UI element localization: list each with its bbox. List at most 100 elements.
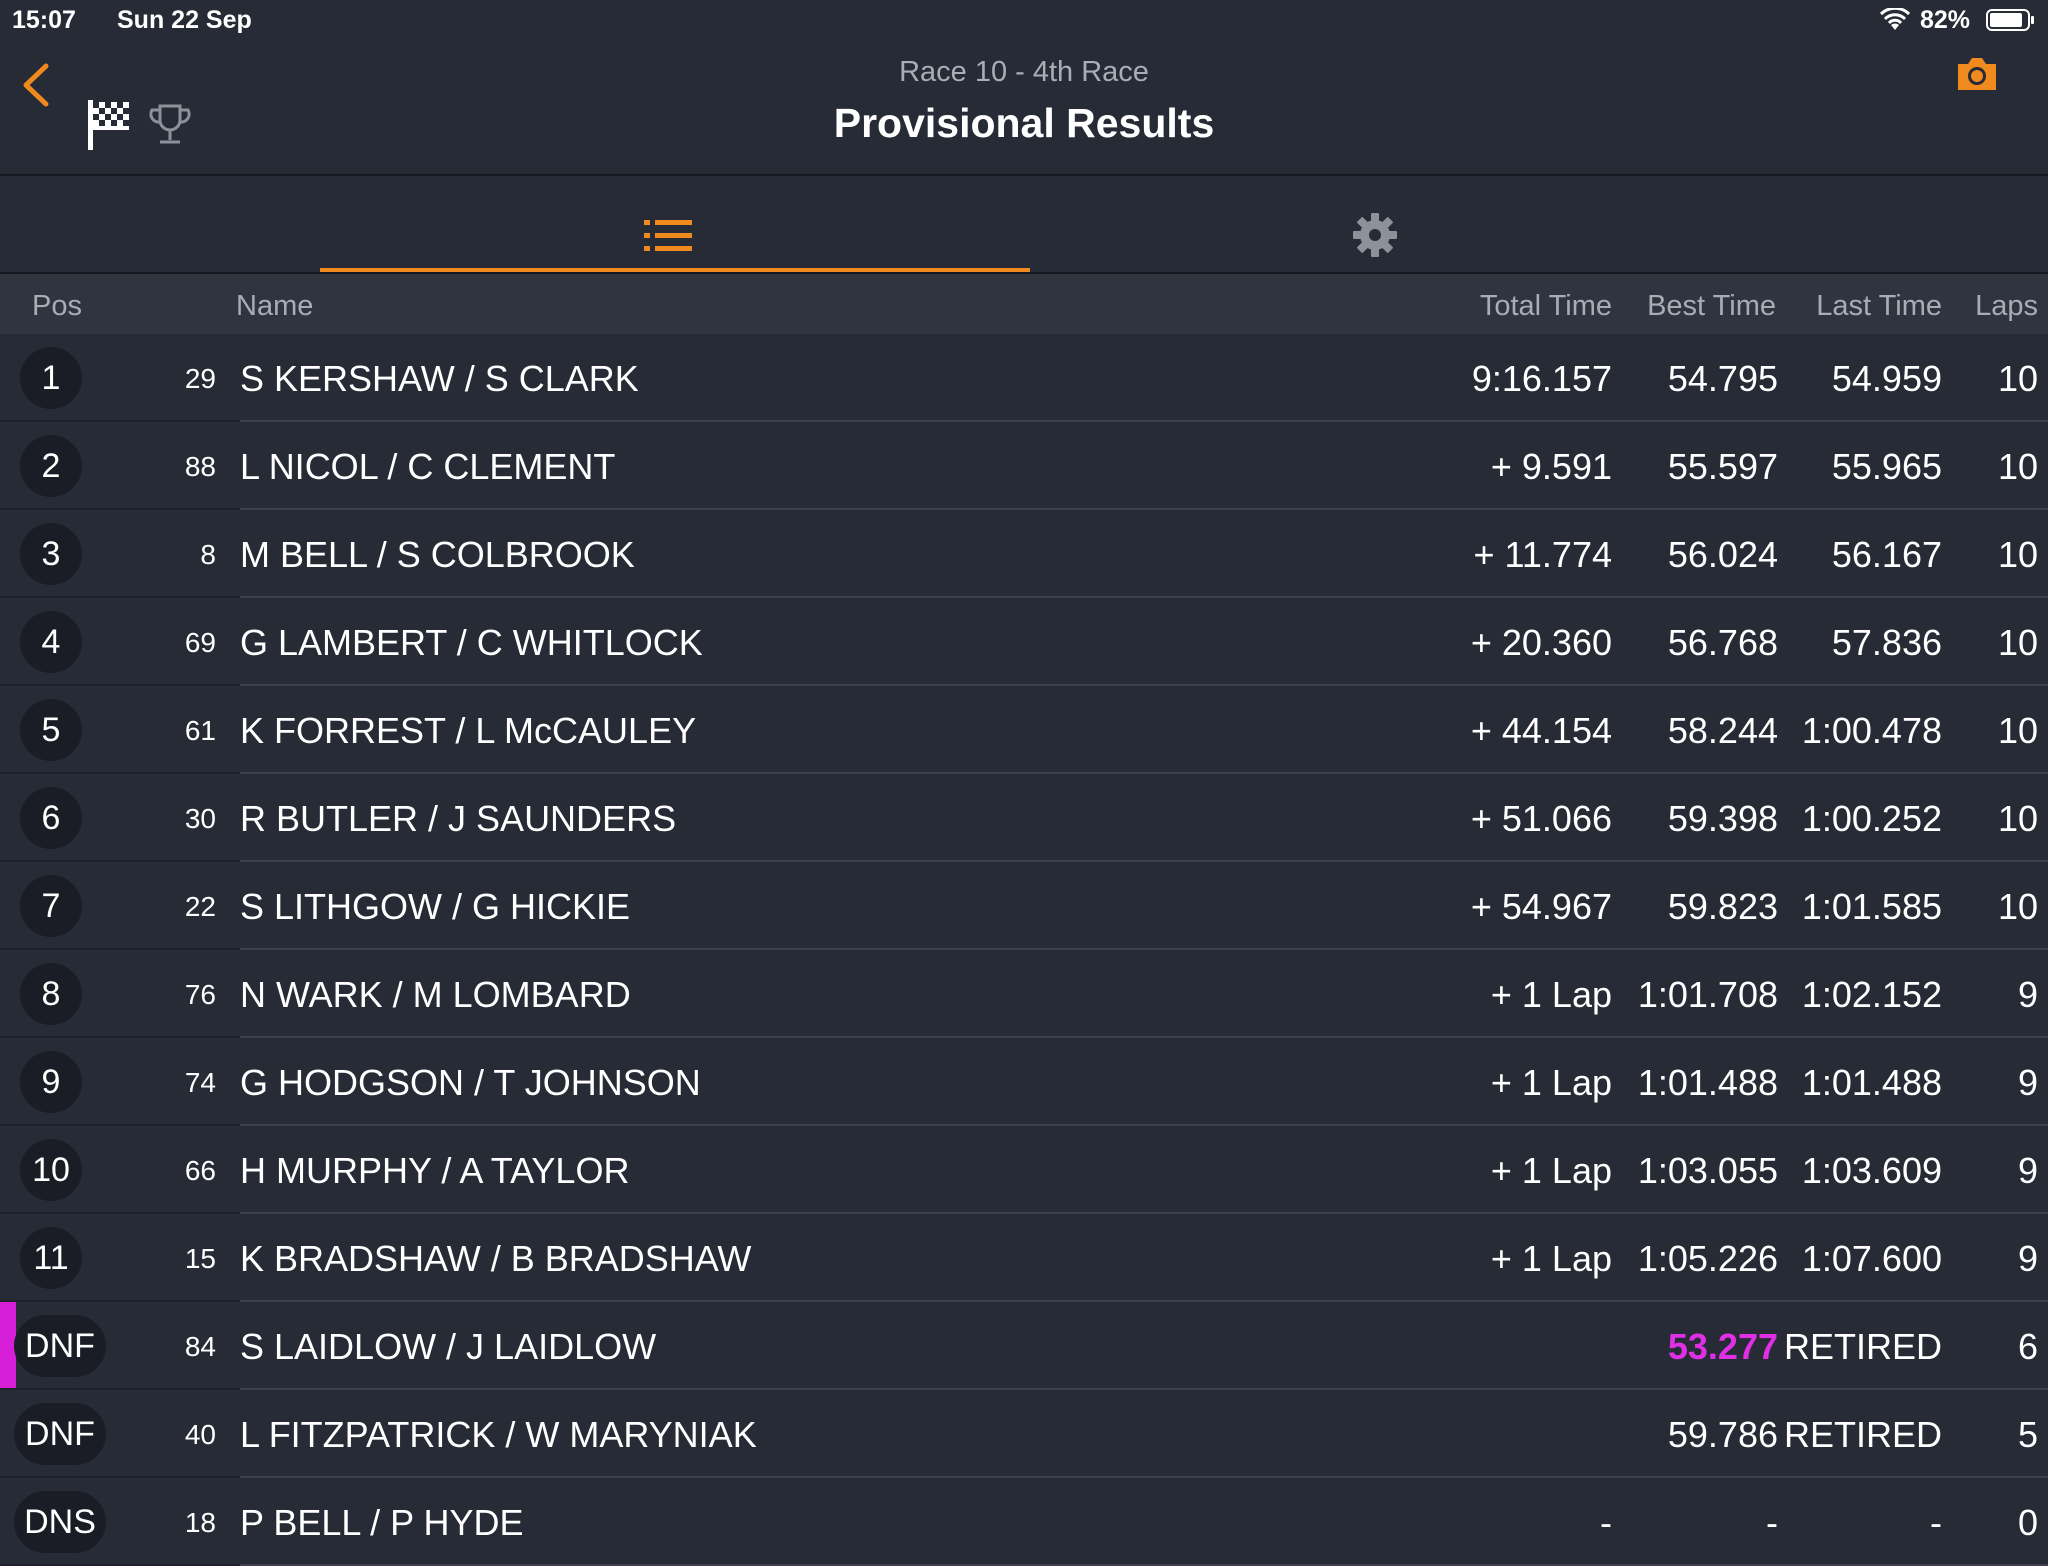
col-last-time[interactable]: Last Time — [1816, 290, 1942, 322]
total-time: + 20.360 — [1470, 622, 1612, 663]
driver-names: N WARK / M LOMBARD — [240, 974, 631, 1015]
laps-count: 10 — [1997, 798, 2038, 839]
result-row[interactable]: 1 29 S KERSHAW / S CLARK 9:16.157 54.795 54.9… — [0, 334, 2048, 422]
col-name[interactable]: Name — [236, 290, 314, 322]
row-divider — [240, 1300, 2048, 1302]
car-number: 18 — [184, 1507, 216, 1538]
column-header: Pos Name Total Time Best Time Last Time … — [0, 274, 2048, 334]
total-time: + 9.591 — [1490, 446, 1612, 487]
position-badge: 1 — [20, 347, 82, 409]
row-divider — [240, 1388, 2048, 1390]
battery-icon — [1986, 9, 2034, 31]
col-pos[interactable]: Pos — [32, 290, 82, 322]
laps-count: 10 — [1997, 886, 2038, 927]
position-badge: DNF — [14, 1315, 106, 1377]
row-divider-left — [0, 772, 240, 774]
col-total-time[interactable]: Total Time — [1479, 290, 1612, 322]
status-time: 15:07 — [12, 6, 76, 34]
laps-count: 5 — [2017, 1414, 2038, 1455]
tab-results-list[interactable] — [320, 176, 1030, 272]
checkered-flag-icon[interactable] — [86, 98, 132, 152]
row-divider-left — [0, 1212, 240, 1214]
car-number: 88 — [184, 451, 216, 482]
laps-count: 9 — [2017, 974, 2038, 1015]
position-badge: 4 — [20, 611, 82, 673]
nav-bar: Race 10 - 4th Race Provisional Results — [0, 40, 2048, 176]
last-time: 56.167 — [1831, 534, 1942, 575]
row-divider-left — [0, 508, 240, 510]
wifi-icon — [1880, 8, 1910, 30]
total-time: + 1 Lap — [1490, 974, 1612, 1015]
driver-names: L FITZPATRICK / W MARYNIAK — [240, 1414, 757, 1455]
position-badge: 5 — [20, 699, 82, 761]
laps-count: 9 — [2017, 1062, 2038, 1103]
row-divider — [240, 1212, 2048, 1214]
driver-names: S LITHGOW / G HICKIE — [240, 886, 631, 927]
last-time: 57.836 — [1831, 622, 1942, 663]
position-badge: 9 — [20, 1051, 82, 1113]
best-time: 56.024 — [1667, 534, 1778, 575]
best-time: 1:03.055 — [1637, 1150, 1778, 1191]
col-laps[interactable]: Laps — [1975, 290, 2038, 322]
best-time: 55.597 — [1667, 446, 1778, 487]
results-list: 1 29 S KERSHAW / S CLARK 9:16.157 54.795 54.9… — [0, 334, 2048, 1566]
driver-names: P BELL / P HYDE — [240, 1502, 524, 1543]
result-row[interactable]: 11 15 K BRADSHAW / B BRADSHAW + 1 Lap 1:05.2… — [0, 1214, 2048, 1302]
best-time: - — [1766, 1502, 1778, 1543]
driver-names: K BRADSHAW / B BRADSHAW — [240, 1238, 752, 1279]
last-time: 1:01.488 — [1801, 1062, 1942, 1103]
row-divider — [240, 1476, 2048, 1478]
driver-names: L NICOL / C CLEMENT — [240, 446, 616, 487]
position-badge: 3 — [20, 523, 82, 585]
result-row[interactable]: 10 66 H MURPHY / A TAYLOR + 1 Lap 1:03.055 1:… — [0, 1126, 2048, 1214]
total-time: + 1 Lap — [1490, 1062, 1612, 1103]
result-row[interactable]: DNF 40 L FITZPATRICK / W MARYNIAK 59.786 RET… — [0, 1390, 2048, 1478]
row-divider — [240, 596, 2048, 598]
row-divider-left — [0, 596, 240, 598]
car-number: 61 — [184, 715, 216, 746]
driver-names: R BUTLER / J SAUNDERS — [240, 798, 677, 839]
row-divider — [240, 420, 2048, 422]
total-time: - — [1600, 1502, 1612, 1543]
driver-names: H MURPHY / A TAYLOR — [240, 1150, 630, 1191]
row-divider-left — [0, 684, 240, 686]
result-row[interactable]: DNF 84 S LAIDLOW / J LAIDLOW 53.277 RETIRED 6 — [0, 1302, 2048, 1390]
result-row[interactable]: 9 74 G HODGSON / T JOHNSON + 1 Lap 1:01.488 1… — [0, 1038, 2048, 1126]
laps-count: 6 — [2017, 1326, 2038, 1367]
result-row[interactable]: 4 69 G LAMBERT / C WHITLOCK + 20.360 56.768 5… — [0, 598, 2048, 686]
result-row[interactable]: 2 88 L NICOL / C CLEMENT + 9.591 55.597 55.96… — [0, 422, 2048, 510]
last-time: 1:02.152 — [1801, 974, 1942, 1015]
laps-count: 9 — [2017, 1238, 2038, 1279]
result-row[interactable]: 6 30 R BUTLER / J SAUNDERS + 51.066 59.398 1:… — [0, 774, 2048, 862]
trophy-icon[interactable] — [148, 102, 192, 148]
row-divider — [240, 772, 2048, 774]
last-time: RETIRED — [1783, 1326, 1942, 1367]
camera-icon[interactable] — [1954, 54, 2000, 94]
last-time: 55.965 — [1831, 446, 1942, 487]
row-divider-left — [0, 1124, 240, 1126]
driver-names: G LAMBERT / C WHITLOCK — [240, 622, 703, 663]
laps-count: 0 — [2017, 1502, 2038, 1543]
car-number: 29 — [184, 363, 216, 394]
result-row[interactable]: 8 76 N WARK / M LOMBARD + 1 Lap 1:01.708 1:02… — [0, 950, 2048, 1038]
last-time: 1:00.252 — [1801, 798, 1942, 839]
gear-icon[interactable] — [1352, 212, 1398, 258]
result-row[interactable]: 3 8 M BELL / S COLBROOK + 11.774 56.024 56.16… — [0, 510, 2048, 598]
laps-count: 10 — [1997, 622, 2038, 663]
result-row[interactable]: DNS 18 P BELL / P HYDE - - - 0 — [0, 1478, 2048, 1566]
result-row[interactable]: 5 61 K FORREST / L McCAULEY + 44.154 58.244 1… — [0, 686, 2048, 774]
car-number: 74 — [184, 1067, 216, 1098]
car-number: 22 — [184, 891, 216, 922]
laps-count: 10 — [1997, 446, 2038, 487]
col-best-time[interactable]: Best Time — [1647, 290, 1776, 322]
row-divider-left — [0, 420, 240, 422]
driver-names: M BELL / S COLBROOK — [240, 534, 635, 575]
total-time: + 51.066 — [1470, 798, 1612, 839]
row-divider-left — [0, 1036, 240, 1038]
row-divider — [240, 860, 2048, 862]
position-badge: 7 — [20, 875, 82, 937]
last-time: 1:01.585 — [1801, 886, 1942, 927]
total-time: + 11.774 — [1473, 534, 1612, 575]
result-row[interactable]: 7 22 S LITHGOW / G HICKIE + 54.967 59.823 1:0… — [0, 862, 2048, 950]
back-chevron-icon[interactable] — [18, 60, 52, 110]
